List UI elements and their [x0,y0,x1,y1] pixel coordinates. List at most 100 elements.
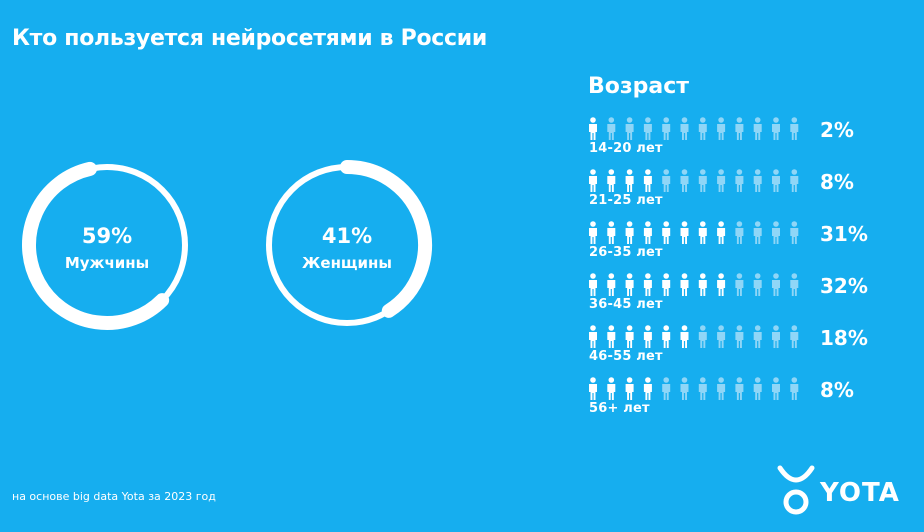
person-icons [589,169,799,192]
age-range-label: 21-25 лет [589,193,663,208]
age-row: 2% 14-20 лет [586,116,876,166]
person-icon [790,273,799,296]
women-percent: 41% [321,224,373,248]
age-percent: 32% [820,274,868,298]
person-icon [790,221,799,244]
person-icon [790,377,799,400]
women-label: Женщины [302,254,392,272]
age-range-label: 56+ лет [589,401,650,416]
person-icon [662,377,671,400]
age-percent: 8% [820,378,854,402]
person-icon [607,117,616,140]
person-icon [680,273,689,296]
person-icons [589,117,799,140]
person-icon [790,117,799,140]
person-icon [589,221,597,244]
person-icon [753,169,762,192]
person-icon [717,377,726,400]
person-icon [772,117,780,140]
person-icon [753,325,762,348]
yota-logo-icon [777,465,815,515]
person-icon [753,221,762,244]
person-icon [772,221,780,244]
men-donut: 59% Мужчины [22,160,192,330]
person-icon [735,117,744,140]
person-icon [735,169,744,192]
age-percent: 8% [820,170,854,194]
person-icon [698,273,707,296]
person-icon [662,169,671,192]
person-icon [698,221,707,244]
person-icon [717,221,726,244]
age-range-label: 36-45 лет [589,297,663,312]
person-icon [772,325,780,348]
person-icon [772,377,780,400]
person-icon [717,117,726,140]
women-donut: 41% Женщины [262,160,432,330]
yota-logo-text: YOTA [820,478,900,508]
age-row: 32% 36-45 лет [586,272,876,322]
person-icon [698,117,707,140]
men-ring [22,161,188,330]
person-icon [589,117,597,140]
person-icon [589,325,597,348]
person-icon [717,169,726,192]
age-range-label: 14-20 лет [589,141,663,156]
person-icon [589,377,597,400]
person-icon [698,169,707,192]
women-ring-segment [340,160,432,318]
person-icon [790,169,799,192]
age-percent: 31% [820,222,868,246]
person-icon [717,325,726,348]
person-icon [643,273,652,296]
age-row: 18% 46-55 лет [586,324,876,374]
yota-logo: YOTA [776,464,916,520]
age-section-title: Возраст [588,74,690,99]
page-title: Кто пользуется нейросетями в России [12,26,487,51]
age-percent: 2% [820,118,854,142]
person-icon [643,117,652,140]
person-icon [625,169,634,192]
person-icon [643,221,652,244]
person-icon [680,377,689,400]
person-icon [772,169,780,192]
person-icon [753,377,762,400]
person-icon [680,221,689,244]
age-row: 8% 21-25 лет [586,168,876,218]
person-icons [589,221,799,244]
person-icon [607,377,616,400]
person-icon [607,273,616,296]
person-icon [589,273,597,296]
person-icon [735,377,744,400]
person-icon [625,273,634,296]
person-icon [625,221,634,244]
person-icons [589,377,799,400]
person-icon [607,169,616,192]
person-icon [680,117,689,140]
person-icon [698,377,707,400]
person-icon [735,221,744,244]
person-icons [589,325,799,348]
women-ring [266,160,432,326]
person-icon [698,325,707,348]
age-range-label: 26-35 лет [589,245,663,260]
person-icon [625,377,634,400]
person-icon [735,325,744,348]
person-icon [662,221,671,244]
men-label: Мужчины [64,254,150,272]
person-icon [643,169,652,192]
person-icons [589,273,799,296]
footnote: на основе big data Yota за 2023 год [12,490,216,503]
men-ring-segment [22,161,170,330]
person-icon [717,273,726,296]
age-range-label: 46-55 лет [589,349,663,364]
person-icon [680,325,689,348]
person-icon [662,325,671,348]
men-percent: 59% [81,224,133,248]
person-icon [772,273,780,296]
person-icon [643,377,652,400]
person-icon [607,325,616,348]
person-icon [735,273,744,296]
person-icon [790,325,799,348]
person-icon [625,117,634,140]
